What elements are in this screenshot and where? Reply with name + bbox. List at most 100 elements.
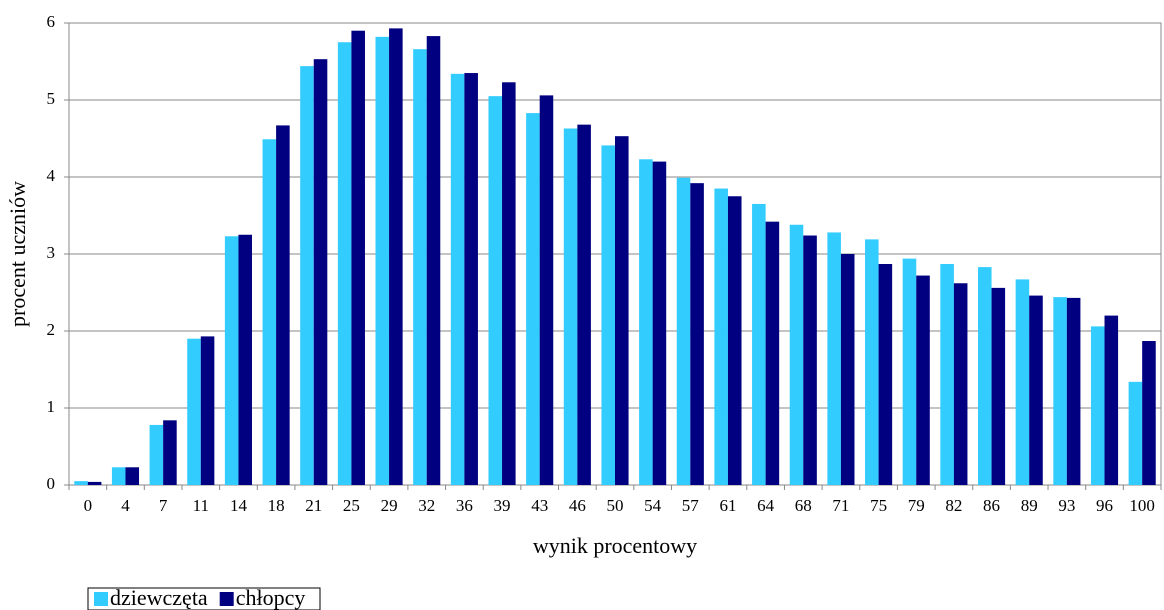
bar: [502, 82, 516, 485]
bar: [652, 161, 667, 485]
x-tick-label: 46: [569, 496, 586, 515]
bar: [87, 481, 102, 485]
bar: [163, 420, 177, 485]
bar: [1015, 279, 1030, 485]
x-tick-label: 11: [193, 496, 209, 515]
x-tick-label: 54: [644, 496, 662, 515]
legend-label: dziewczęta: [110, 585, 208, 610]
bar: [488, 96, 503, 486]
y-tick-label: 2: [47, 320, 56, 339]
bar: [953, 283, 968, 485]
x-tick-label: 29: [381, 496, 398, 515]
bar: [714, 188, 728, 486]
bar: [375, 36, 390, 486]
bar: [865, 239, 879, 485]
bar: [752, 203, 766, 485]
bar: [187, 338, 201, 485]
y-tick-label: 5: [47, 89, 56, 108]
bar: [789, 224, 804, 486]
y-tick-label: 4: [47, 166, 56, 185]
bar: [224, 236, 239, 485]
x-tick-label: 43: [531, 496, 548, 515]
bar: [563, 128, 578, 486]
bar: [765, 221, 780, 485]
bar: [426, 36, 441, 486]
bar: [827, 232, 841, 485]
bar: [902, 258, 917, 485]
bar: [1053, 297, 1067, 485]
legend-swatch: [219, 592, 234, 606]
bar: [991, 287, 1006, 485]
y-axis-title: procent uczniów: [5, 181, 30, 327]
x-tick-label: 86: [983, 496, 1000, 515]
bar: [351, 30, 365, 485]
bar: [539, 95, 554, 485]
x-tick-label: 14: [230, 496, 248, 515]
x-tick-label: 32: [418, 496, 435, 515]
y-tick-label: 0: [47, 474, 56, 493]
bar: [464, 73, 478, 486]
bar: [1142, 341, 1156, 485]
x-tick-label: 4: [121, 496, 130, 515]
legend-label: chłopcy: [236, 585, 306, 610]
bar: [1066, 297, 1081, 485]
bar: [300, 66, 314, 486]
bar: [200, 336, 215, 485]
bar: [337, 42, 352, 485]
bar: [1128, 381, 1143, 485]
x-axis-title: wynik procentowy: [533, 533, 697, 558]
x-tick-label: 75: [870, 496, 887, 515]
x-tick-label: 25: [343, 496, 360, 515]
x-tick-label: 39: [494, 496, 511, 515]
x-tick-label: 57: [682, 496, 700, 515]
bar: [1029, 295, 1043, 485]
x-tick-label: 93: [1058, 496, 1075, 515]
bar: [149, 424, 164, 485]
bar: [878, 264, 893, 485]
x-tick-label: 79: [908, 496, 925, 515]
bar: [276, 125, 290, 485]
bar: [74, 481, 88, 485]
y-tick-label: 3: [47, 243, 56, 262]
x-tick-label: 64: [757, 496, 775, 515]
x-tick-label: 61: [719, 496, 736, 515]
x-tick-label: 71: [832, 496, 849, 515]
x-tick-label: 82: [945, 496, 962, 515]
bar: [840, 254, 855, 485]
y-tick-label: 1: [47, 397, 56, 416]
bar: [676, 177, 691, 485]
x-tick-label: 68: [795, 496, 812, 515]
bar: [125, 467, 140, 485]
x-tick-label: 50: [607, 496, 624, 515]
bar: [1090, 326, 1105, 485]
bar: [690, 183, 704, 485]
bar: [389, 28, 403, 485]
x-tick-label: 36: [456, 496, 473, 515]
bar: [450, 73, 465, 485]
bar: [615, 136, 629, 485]
bar: [639, 159, 653, 486]
bar: [727, 196, 742, 485]
bar: [940, 264, 954, 485]
bar: [111, 467, 126, 485]
x-tick-label: 18: [268, 496, 285, 515]
bar: [413, 49, 427, 486]
y-tick-label: 6: [47, 12, 56, 31]
bar: [916, 275, 930, 485]
bar: [803, 235, 817, 485]
x-tick-label: 7: [159, 496, 168, 515]
x-tick-label: 0: [84, 496, 93, 515]
x-tick-label: 89: [1021, 496, 1038, 515]
legend-swatch: [94, 592, 108, 606]
bar: [262, 139, 277, 485]
x-tick-label: 21: [305, 496, 322, 515]
bar: [238, 234, 253, 485]
bar: [1104, 315, 1119, 485]
x-tick-label: 100: [1129, 496, 1155, 515]
legend-box: [87, 587, 321, 610]
bar: [526, 113, 540, 485]
bar: [977, 267, 992, 485]
x-tick-label: 96: [1096, 496, 1113, 515]
bar: [577, 124, 591, 485]
